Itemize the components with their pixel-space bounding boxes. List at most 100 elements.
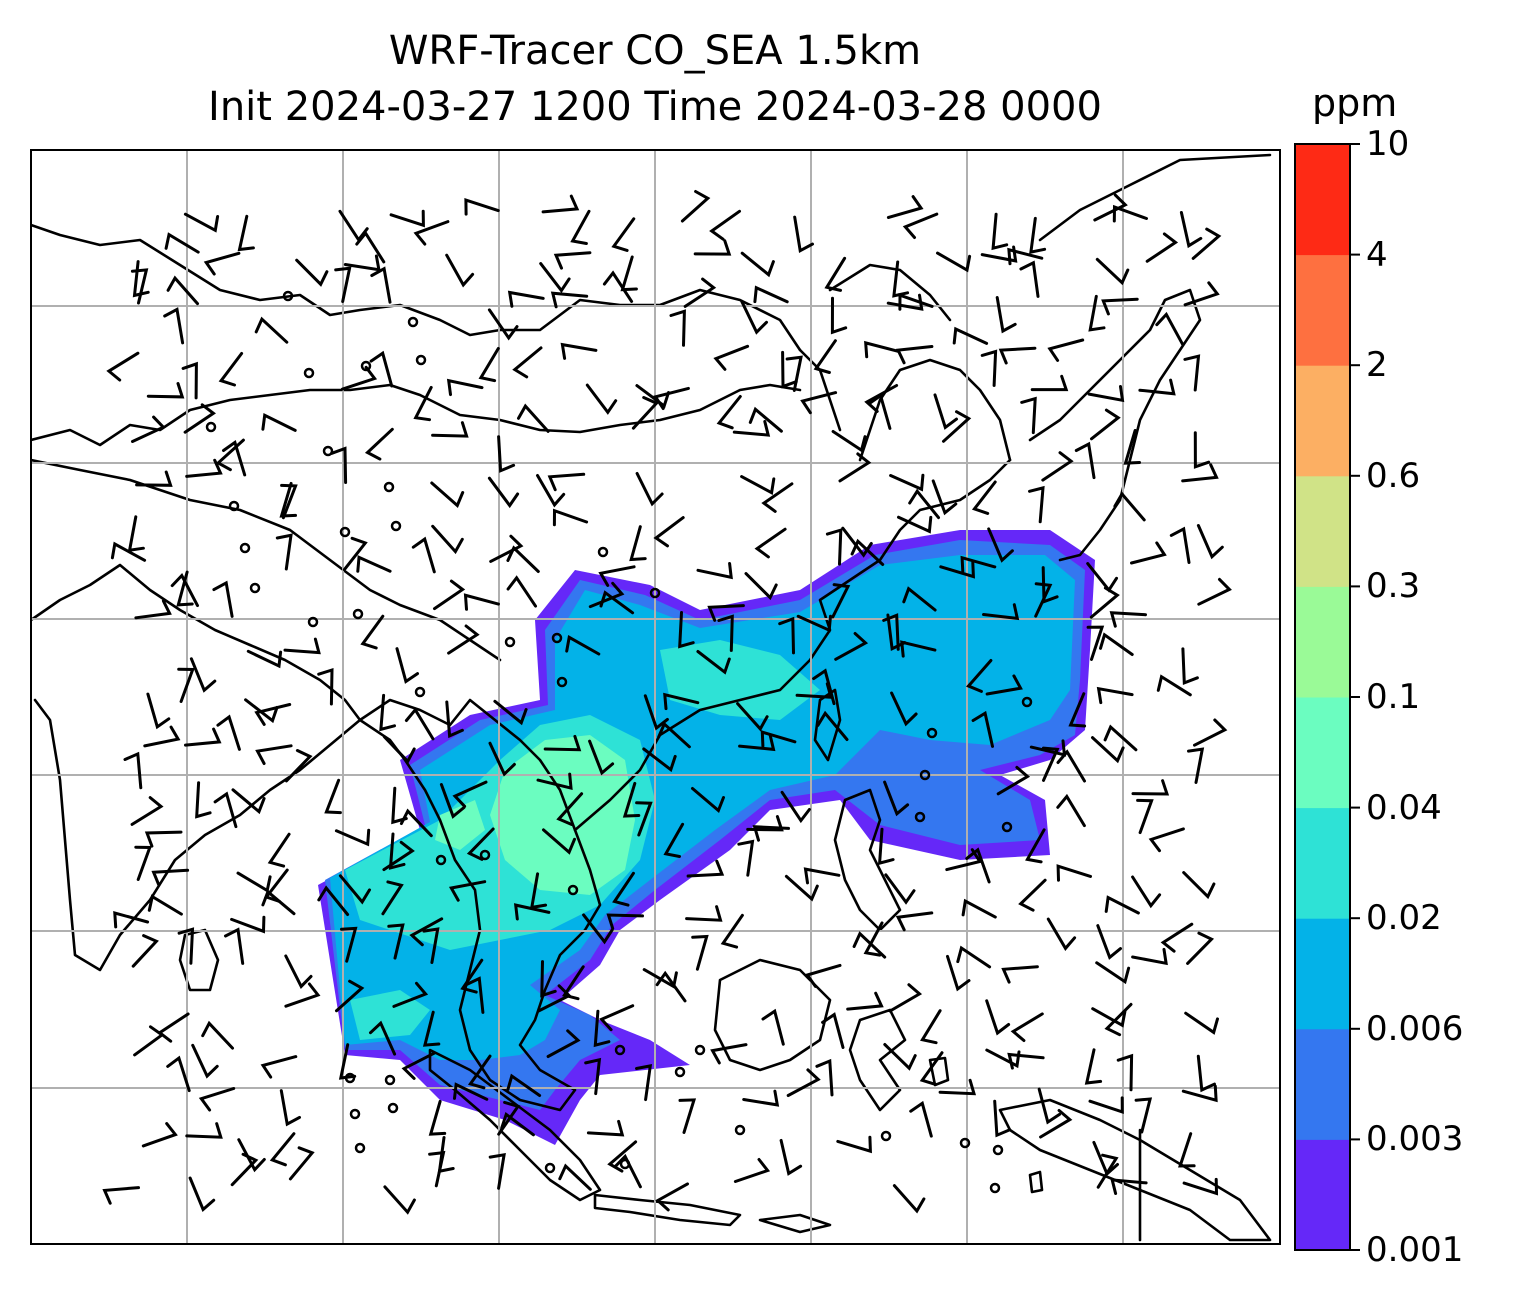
coast-sulawesi — [848, 1008, 907, 1112]
calm-wind-circle — [249, 582, 261, 594]
wind-barb — [134, 599, 172, 620]
wind-barb — [830, 296, 848, 335]
wind-barb — [334, 266, 352, 303]
coast-new-guinea — [998, 1098, 1272, 1242]
wind-barb — [284, 954, 313, 989]
wind-barb — [447, 624, 480, 655]
wind-barb — [570, 209, 591, 245]
wind-barb — [1096, 686, 1134, 705]
wind-barb — [1007, 247, 1044, 266]
wind-barb — [736, 702, 769, 732]
wind-barb — [506, 545, 540, 573]
wind-barb — [965, 659, 993, 693]
wind-barb — [130, 796, 164, 826]
calm-wind-circles — [205, 290, 1033, 1194]
wind-barb — [237, 1138, 266, 1173]
wind-barb — [280, 483, 298, 520]
colorbar-segment — [1295, 475, 1350, 587]
wind-barb — [611, 217, 636, 252]
wind-barb — [1181, 463, 1219, 483]
wind-barb — [1099, 632, 1134, 656]
wind-barb — [1001, 965, 1039, 984]
wind-barb — [761, 1008, 785, 1046]
wind-barb — [1047, 338, 1085, 362]
wind-barb — [696, 650, 731, 675]
wind-barb — [888, 983, 923, 1013]
wind-barb — [785, 355, 803, 392]
wind-barb — [539, 262, 571, 294]
wind-barb — [558, 1163, 592, 1191]
wind-barb — [886, 613, 907, 651]
wind-barb — [920, 1009, 942, 1045]
wind-barb — [1182, 871, 1216, 900]
border-inner — [31, 263, 952, 447]
colorbar-segment — [1295, 697, 1350, 809]
calm-wind-circle — [407, 316, 419, 328]
wind-barb — [445, 700, 464, 739]
wind-barb — [487, 476, 520, 509]
wind-barb — [635, 384, 670, 409]
wind-barb — [629, 525, 647, 562]
wind-barb — [653, 386, 690, 410]
wind-barb — [487, 308, 519, 341]
wind-barb — [733, 1158, 771, 1183]
colorbar-tick-label: 0.006 — [1366, 1008, 1464, 1049]
wind-barb — [883, 1043, 917, 1071]
wind-barb — [884, 873, 916, 905]
wind-barb — [550, 291, 589, 309]
wind-barb — [761, 482, 794, 513]
wind-barb — [132, 260, 150, 298]
wind-barb — [131, 934, 159, 968]
wind-barb — [919, 1051, 944, 1086]
gridlines — [31, 150, 1280, 1244]
wind-barb — [381, 880, 404, 916]
wind-barb — [744, 572, 778, 601]
wind-barb — [786, 1068, 821, 1097]
colorbar-tick-label: 0.003 — [1366, 1119, 1464, 1160]
wind-barb — [1088, 294, 1106, 332]
wind-barb — [1145, 232, 1179, 263]
wind-barb — [812, 668, 836, 706]
wind-barb — [1193, 431, 1211, 469]
wind-barb — [895, 345, 934, 365]
colorbar-segment — [1295, 918, 1350, 1030]
coast-south-asia — [31, 563, 362, 972]
wind-barb — [685, 905, 723, 922]
wind-barb — [738, 734, 776, 752]
wind-barb — [635, 1064, 653, 1102]
wind-barb — [1193, 718, 1228, 747]
calm-wind-circle — [734, 1124, 746, 1136]
calm-wind-circle — [303, 367, 315, 379]
wind-barb — [1018, 878, 1047, 912]
wind-barb — [607, 1140, 638, 1173]
wind-barb — [369, 350, 394, 388]
wind-barb — [1183, 354, 1201, 392]
wind-barb — [622, 781, 641, 818]
wind-barb — [166, 1055, 191, 1093]
wind-barb — [453, 1082, 489, 1101]
wind-barb — [143, 725, 181, 748]
calm-wind-circle — [567, 884, 579, 896]
wind-barb — [488, 1152, 506, 1190]
calm-wind-circle — [354, 1142, 366, 1154]
wind-barb — [760, 730, 797, 748]
wind-barb — [324, 778, 342, 815]
wind-barb — [1056, 749, 1086, 783]
chart-title-line-1: WRF-Tracer CO_SEA 1.5km — [388, 28, 922, 74]
calm-wind-circle — [992, 1144, 1004, 1156]
wind-barb — [707, 604, 745, 622]
wind-barb — [586, 1119, 625, 1137]
wind-barb — [183, 212, 220, 233]
colorbar-segment — [1295, 807, 1350, 919]
wind-barb — [716, 395, 742, 430]
wind-barb — [838, 452, 872, 483]
wind-barb — [561, 965, 585, 1001]
wind-barb — [213, 791, 238, 829]
wind-barb — [387, 923, 405, 960]
calm-wind-circle — [989, 1182, 1001, 1194]
wind-barb — [343, 254, 381, 272]
wind-barb — [181, 361, 198, 400]
wind-barb — [897, 515, 933, 534]
wind-barb — [1131, 947, 1168, 966]
